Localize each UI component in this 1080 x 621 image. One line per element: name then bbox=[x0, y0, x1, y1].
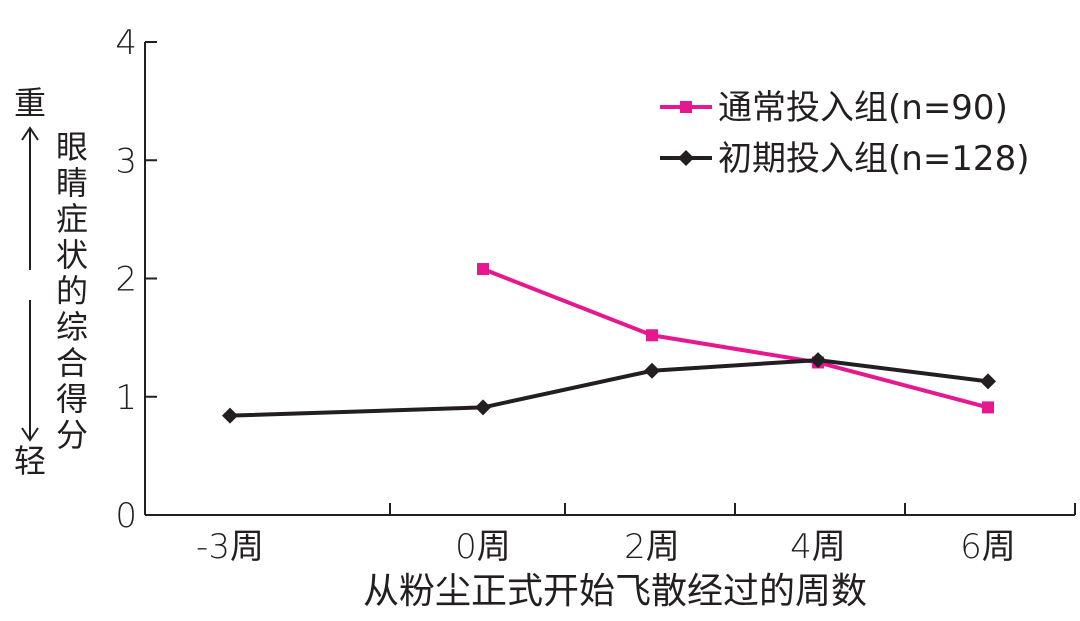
arrow-up-icon bbox=[21, 126, 39, 270]
y-ticks: 0 1 2 3 4 bbox=[115, 23, 157, 536]
y-label-char: 综 bbox=[56, 308, 88, 346]
legend-label: 初期投入组(n=128) bbox=[718, 139, 1029, 179]
data-point bbox=[477, 263, 489, 276]
y-label-char: 得 bbox=[56, 380, 88, 418]
data-point bbox=[810, 352, 826, 369]
x-tick-label: 0周 bbox=[455, 527, 511, 567]
y-label-char: 分 bbox=[56, 416, 88, 454]
y-label-top: 重 bbox=[14, 84, 46, 122]
series-layer bbox=[222, 263, 996, 424]
data-point bbox=[980, 373, 996, 390]
x-tick-label: 2周 bbox=[624, 527, 680, 567]
series-1 bbox=[222, 352, 996, 424]
legend-item: 初期投入组(n=128) bbox=[660, 139, 1029, 179]
y-tick-label: 4 bbox=[115, 23, 137, 63]
x-tick-label: -3周 bbox=[196, 527, 264, 567]
y-label-char: 的 bbox=[56, 272, 88, 310]
data-point bbox=[222, 407, 238, 424]
x-tick-label: 4周 bbox=[790, 527, 846, 567]
legend-marker bbox=[680, 101, 692, 113]
data-point bbox=[982, 401, 994, 414]
series-line bbox=[482, 267, 989, 410]
series-0 bbox=[477, 263, 994, 414]
series-line bbox=[229, 358, 989, 418]
legend-label: 通常投入组(n=90) bbox=[718, 88, 1008, 128]
data-point bbox=[644, 362, 660, 379]
legend-marker bbox=[678, 150, 694, 166]
x-tick-label: 6周 bbox=[960, 527, 1016, 567]
y-label-char: 症 bbox=[56, 200, 88, 238]
x-ticks: -3周 0周 2周 4周 6周 bbox=[196, 503, 1076, 567]
data-point bbox=[646, 329, 658, 342]
y-label-bottom: 轻 bbox=[14, 442, 46, 480]
data-point bbox=[475, 399, 491, 416]
y-label-char: 合 bbox=[56, 344, 88, 382]
y-tick-label: 0 bbox=[115, 496, 137, 536]
y-label-char: 睛 bbox=[56, 164, 88, 202]
y-tick-label: 3 bbox=[115, 141, 137, 181]
legend: 通常投入组(n=90) 初期投入组(n=128) bbox=[660, 88, 1029, 179]
y-tick-label: 1 bbox=[115, 378, 137, 418]
y-label-char: 眼 bbox=[56, 128, 88, 166]
y-label-char: 状 bbox=[56, 236, 88, 274]
x-axis-label: 从粉尘正式开始飞散经过的周数 bbox=[363, 571, 867, 612]
legend-item: 通常投入组(n=90) bbox=[660, 88, 1008, 128]
y-tick-label: 2 bbox=[115, 260, 137, 300]
arrow-down-icon bbox=[21, 300, 39, 442]
